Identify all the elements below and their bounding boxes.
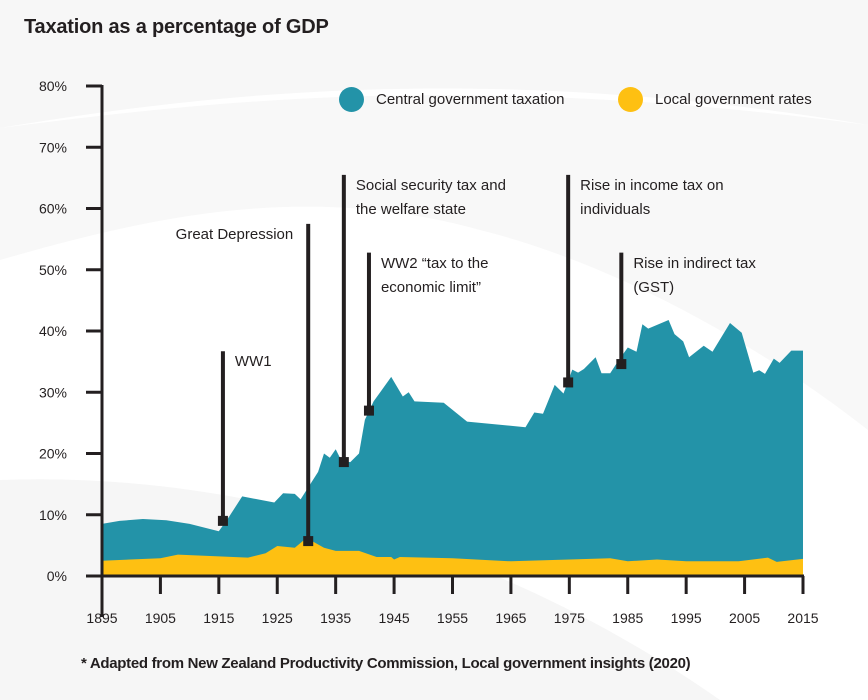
- annotation-label-line: economic limit”: [380, 278, 481, 296]
- annotation-marker-social-security: [338, 457, 349, 468]
- annotation-label-line: Rise in income tax on: [580, 176, 724, 194]
- x-tick-label: 1915: [203, 610, 234, 626]
- annotation-label-line: Great Depression: [175, 225, 294, 243]
- axes: 0% 10% 20% 30% 40% 50% 60% 70% 80% 1895 1905 1915 19…: [39, 78, 819, 626]
- x-tick-label: 2015: [787, 610, 818, 626]
- legend-label-central: Central government taxation: [376, 90, 565, 108]
- x-tick-label: 1935: [320, 610, 351, 626]
- annotation-marker-ww1: [217, 515, 228, 526]
- y-tick-label: 40%: [39, 323, 67, 339]
- annotation-label-great-depression: Great Depression: [176, 223, 294, 247]
- y-tick-label: 0%: [47, 568, 67, 584]
- x-tick-label: 2005: [729, 610, 760, 626]
- y-tick-label: 80%: [39, 78, 67, 94]
- y-tick-label: 30%: [39, 384, 67, 400]
- series-area-local: [102, 538, 803, 576]
- annotation-marker-income-tax: [563, 377, 574, 388]
- x-tick-label: 1995: [671, 610, 702, 626]
- y-tick-label: 70%: [39, 139, 67, 155]
- annotations: [217, 174, 627, 547]
- annotation-marker-great-depression: [303, 536, 314, 547]
- x-tick-label: 1955: [437, 610, 468, 626]
- annotation-label-gst: Rise in indirect tax (GST): [633, 252, 756, 300]
- x-tick-label: 1925: [262, 610, 293, 626]
- legend-item-local: Local government rates: [618, 86, 812, 112]
- annotation-marker-gst: [616, 359, 627, 370]
- annotation-label-line: (GST): [633, 278, 675, 296]
- x-tick-label: 1965: [495, 610, 526, 626]
- annotation-marker-ww2: [363, 405, 374, 416]
- y-tick-label: 10%: [39, 507, 67, 523]
- plot-areas: [102, 320, 803, 576]
- y-tick-label: 60%: [39, 201, 67, 217]
- annotation-label-line: WW1: [234, 353, 272, 371]
- annotation-label-line: Social security tax and: [355, 176, 506, 194]
- annotation-label-line: individuals: [580, 200, 651, 218]
- x-tick-label: 1945: [379, 610, 410, 626]
- x-tick-label: 1985: [612, 610, 643, 626]
- legend-swatch-local: [618, 86, 643, 112]
- x-tick-label: 1905: [145, 610, 176, 626]
- annotation-label-income-tax: Rise in income tax on individuals: [580, 174, 723, 222]
- annotation-label-line: WW2 “tax to the: [380, 254, 489, 272]
- background-swoosh-middle: [0, 95, 868, 430]
- source-note: * Adapted from New Zealand Productivity …: [81, 655, 691, 672]
- background-swoosh-top: [0, 0, 868, 128]
- annotation-label-ww2: WW2 “tax to the economic limit”: [381, 252, 489, 300]
- x-tick-label: 1895: [86, 610, 117, 626]
- y-tick-label: 50%: [39, 262, 67, 278]
- legend-item-central: Central government taxation: [339, 86, 564, 112]
- annotation-label-line: Rise in indirect tax: [633, 254, 756, 272]
- y-tick-label: 20%: [39, 446, 67, 462]
- series-area-central: [102, 320, 803, 576]
- annotation-label-social-security: Social security tax and the welfare state: [356, 174, 506, 222]
- annotation-label-line: the welfare state: [355, 200, 466, 218]
- chart-title: Taxation as a percentage of GDP: [24, 16, 329, 38]
- legend-swatch-central: [339, 86, 364, 112]
- annotation-label-ww1: WW1: [235, 350, 272, 374]
- legend-label-local: Local government rates: [655, 90, 812, 108]
- x-tick-label: 1975: [554, 610, 585, 626]
